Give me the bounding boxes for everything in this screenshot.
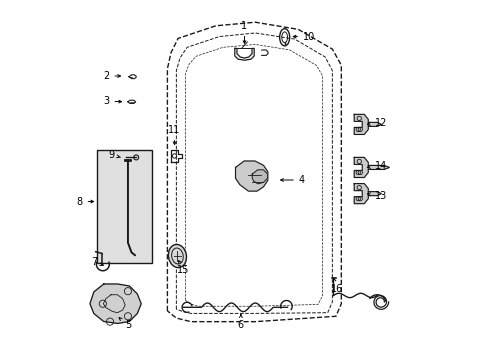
Text: 12: 12 (367, 118, 386, 128)
Text: 5: 5 (119, 318, 131, 330)
Text: 3: 3 (103, 96, 122, 106)
Polygon shape (90, 284, 141, 323)
Polygon shape (353, 157, 367, 177)
Text: 14: 14 (367, 161, 386, 171)
Polygon shape (367, 166, 388, 170)
Polygon shape (353, 114, 367, 134)
Text: 4: 4 (280, 175, 305, 185)
Text: 9: 9 (108, 150, 120, 160)
Text: 16: 16 (330, 279, 343, 294)
Polygon shape (353, 184, 367, 204)
Text: 11: 11 (168, 125, 181, 145)
Polygon shape (367, 192, 381, 195)
Text: 13: 13 (367, 191, 386, 201)
Text: 8: 8 (76, 197, 93, 207)
Text: 10: 10 (293, 32, 315, 41)
Text: 7: 7 (91, 257, 103, 267)
Polygon shape (235, 161, 267, 191)
Polygon shape (252, 170, 267, 184)
Bar (97, 150, 152, 263)
Text: 15: 15 (177, 261, 189, 275)
Ellipse shape (168, 244, 186, 267)
Polygon shape (367, 122, 381, 126)
Text: 6: 6 (237, 314, 244, 330)
Text: 1: 1 (241, 21, 247, 44)
Text: 2: 2 (103, 71, 120, 81)
